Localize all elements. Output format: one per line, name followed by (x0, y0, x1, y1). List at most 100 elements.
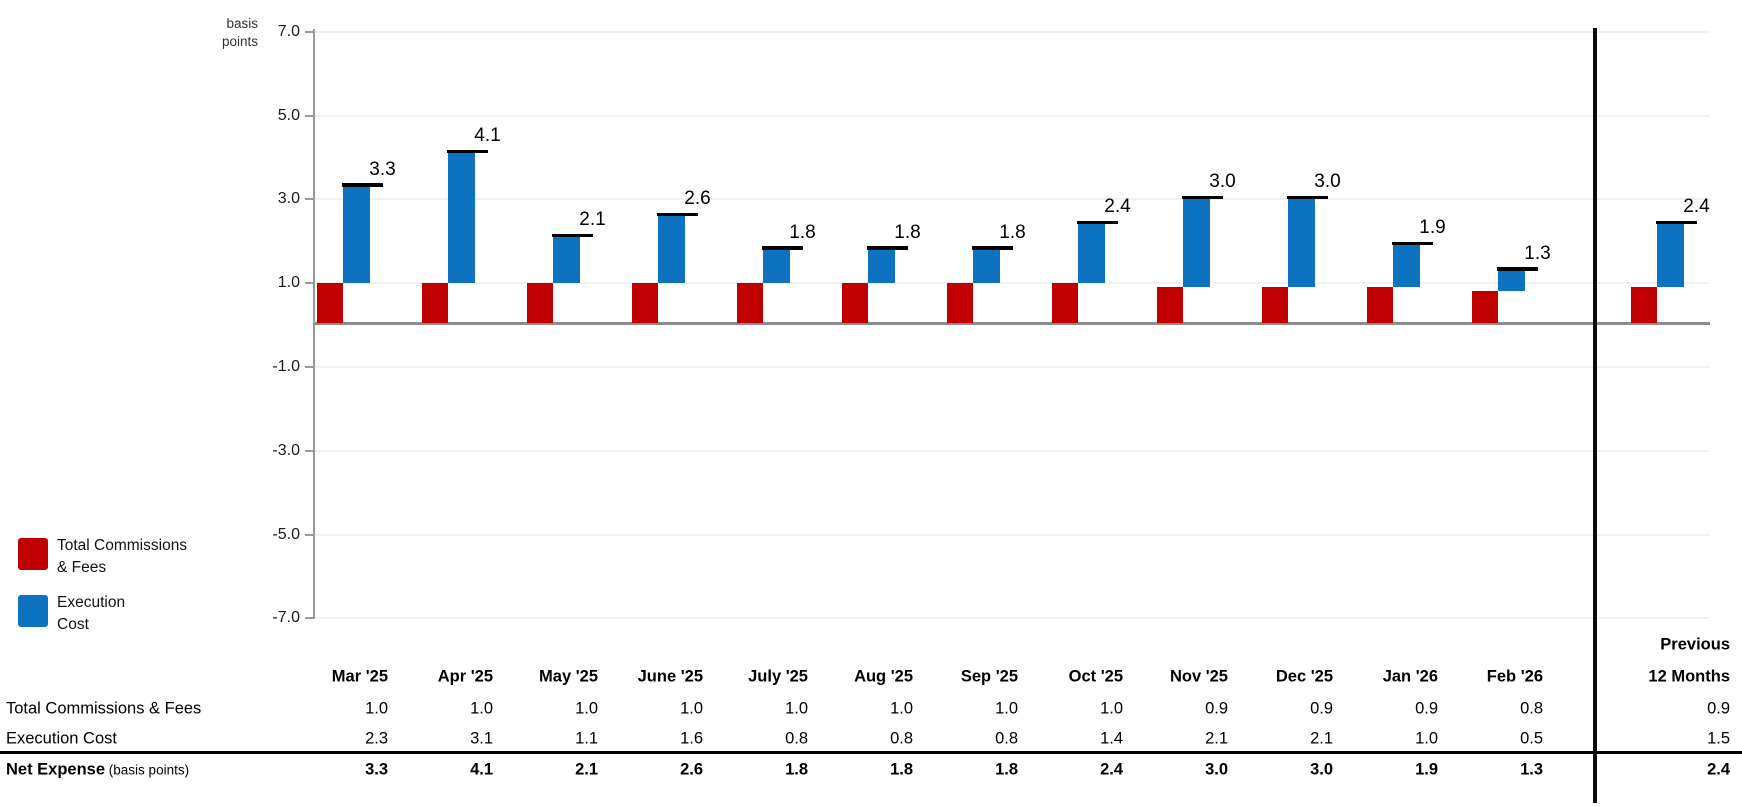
table-summary-header-line1: Previous (1660, 635, 1730, 654)
y-axis-tick-label: 7.0 (277, 22, 300, 40)
net-expense-total-marker (761, 246, 803, 250)
table-cell: 1.9 (1415, 760, 1438, 778)
table-total-divider (0, 751, 1742, 754)
y-axis-unit-line1: basis (226, 16, 258, 31)
summary-separator-line (1593, 28, 1597, 803)
net-expense-total-marker (1076, 220, 1118, 225)
net-expense-total-marker (1496, 267, 1538, 271)
table-cell: 3.0 (1205, 760, 1228, 778)
table-cell: 2.1 (1310, 729, 1333, 747)
table-cell: 0.9 (1415, 699, 1438, 717)
legend-item-execution-cost: Execution Cost (18, 592, 248, 651)
y-axis-tick (305, 617, 314, 620)
table-column-header: Oct '25 (1068, 667, 1123, 686)
bar-execution-cost (867, 249, 895, 284)
net-expense-total-marker (551, 233, 593, 237)
bar-total-commissions-fees (736, 283, 763, 323)
table-cell: 1.0 (680, 699, 703, 717)
bar-execution-cost (1392, 245, 1420, 288)
y-axis-tick-label: 3.0 (277, 190, 300, 208)
bar-total-label: 2.4 (1683, 196, 1710, 218)
table-cell: 0.8 (785, 729, 808, 747)
bar-total-label: 3.3 (369, 158, 396, 180)
legend-label-execution-cost: Execution Cost (57, 592, 125, 635)
gridline (315, 365, 1710, 368)
table-cell: 0.9 (1310, 699, 1333, 717)
table-column-header: Aug '25 (854, 667, 913, 686)
table-cell: 2.1 (575, 760, 598, 778)
y-axis-unit-line2: points (221, 34, 258, 49)
table-cell: 1.3 (1520, 760, 1543, 778)
y-axis-tick-label: -1.0 (272, 357, 300, 375)
y-axis-tick (305, 449, 314, 452)
bar-execution-cost (447, 153, 475, 284)
net-expense-total-marker (446, 149, 488, 154)
table-cell: 1.0 (575, 699, 598, 717)
table-column-header: Dec '25 (1275, 667, 1333, 686)
bar-total-commissions-fees (1366, 287, 1393, 323)
net-expense-total-marker (1655, 220, 1697, 225)
legend-label-line: Execution (57, 594, 126, 611)
y-axis-tick-label: 1.0 (277, 274, 300, 292)
table-row-label-suffix: (basis points) (105, 762, 190, 777)
table-row-label: Net Expense (basis points) (6, 760, 190, 778)
table-cell: 0.8 (995, 729, 1018, 747)
table-column-header: Mar '25 (331, 667, 388, 686)
bar-execution-cost (657, 216, 685, 284)
table-summary-cell: 2.4 (1707, 760, 1730, 778)
bar-total-label: 1.8 (789, 221, 816, 243)
net-expense-total-marker (1286, 195, 1328, 200)
bar-total-commissions-fees (1156, 287, 1183, 323)
bar-execution-cost (1497, 270, 1525, 292)
y-axis-tick-label: 5.0 (277, 106, 300, 124)
bar-total-commissions-fees (631, 283, 658, 323)
table-cell: 1.0 (995, 699, 1018, 717)
bar-total-commissions-fees (1051, 283, 1078, 323)
table-cell: 2.4 (1100, 760, 1123, 778)
net-expense-total-marker (866, 246, 908, 250)
y-axis-tick (305, 114, 314, 117)
gridline (315, 617, 1710, 620)
net-expense-total-marker (971, 246, 1013, 250)
bar-total-label: 2.1 (579, 209, 606, 230)
legend-label-line: Total Commissions (57, 537, 188, 554)
y-axis-tick (305, 282, 314, 285)
table-cell: 1.8 (785, 760, 808, 778)
table-summary-cell: 1.5 (1707, 729, 1730, 747)
table-cell: 1.0 (785, 699, 808, 717)
bar-total-commissions-fees (1471, 291, 1498, 323)
table-cell: 3.1 (470, 729, 493, 747)
net-expense-total-marker (341, 183, 383, 187)
table-cell: 3.3 (365, 760, 388, 778)
y-axis-line (313, 29, 315, 619)
table-column-header: May '25 (539, 667, 598, 686)
y-axis-tick (305, 30, 314, 33)
bar-total-label: 1.8 (894, 221, 921, 243)
table-row-label: Execution Cost (6, 729, 117, 747)
chart-legend: Total Commissions & Fees Execution Cost (18, 537, 248, 651)
bar-total-commissions-fees (526, 283, 553, 323)
y-axis-tick (305, 533, 314, 536)
bar-execution-cost (342, 186, 370, 284)
table-cell: 0.9 (1205, 699, 1228, 717)
table-summary-header-line2: 12 Months (1648, 667, 1730, 686)
bar-total-commissions-fees (316, 283, 343, 323)
table-cell: 1.6 (680, 729, 703, 747)
table-cell: 0.8 (1520, 699, 1543, 717)
y-axis-tick-label: -3.0 (272, 441, 300, 459)
net-expense-total-marker (656, 212, 698, 217)
bar-execution-cost (1077, 224, 1105, 284)
table-cell: 1.1 (575, 729, 598, 747)
bar-total-label: 3.0 (1314, 171, 1341, 193)
bar-total-commissions-fees (946, 283, 973, 323)
table-cell: 2.3 (365, 729, 388, 747)
table-row-label: Total Commissions & Fees (6, 699, 202, 717)
legend-item-total-commissions-fees: Total Commissions & Fees (18, 537, 248, 595)
net-expense-total-marker (1181, 195, 1223, 200)
table-column-header: Apr '25 (437, 667, 493, 686)
table-column-header: June '25 (637, 667, 703, 686)
table-cell: 0.5 (1520, 729, 1543, 747)
bar-total-label: 1.8 (999, 221, 1026, 243)
bar-execution-cost (1287, 199, 1315, 288)
